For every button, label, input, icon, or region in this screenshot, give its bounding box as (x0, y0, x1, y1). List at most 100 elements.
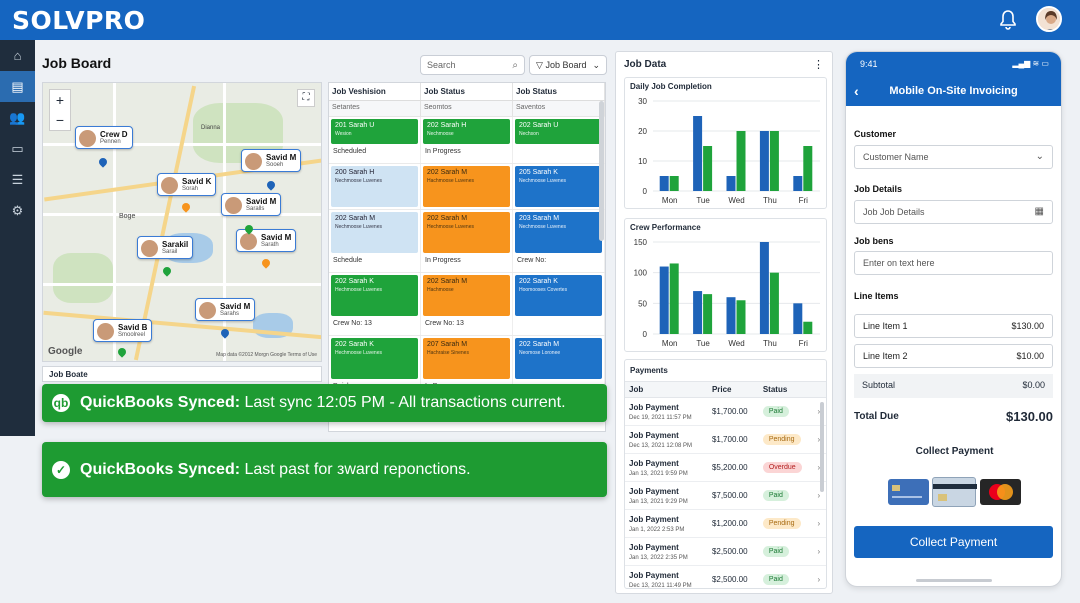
bar[interactable] (793, 176, 803, 191)
bar[interactable] (703, 146, 713, 191)
pin-sub: Sooeh (266, 162, 284, 168)
crew-pin[interactable]: Savid M Sooeh (241, 149, 302, 172)
map-marker-icon[interactable] (260, 257, 272, 269)
calendar-icon[interactable]: ▦ (1034, 206, 1044, 217)
payment-row[interactable]: Job Payment Jan 13, 2021 9:59 PM $5,200.00… (625, 453, 826, 482)
bar[interactable] (803, 321, 813, 334)
bar[interactable] (769, 131, 779, 191)
job-card[interactable]: 202 Sarah U Nechson (515, 119, 602, 144)
crew-pin[interactable]: Savid M Sarahs (195, 298, 256, 321)
crew-pin[interactable]: Savid M Saralls (221, 193, 282, 216)
bar[interactable] (726, 297, 736, 334)
payment-row[interactable]: Job Payment Dec 19, 2021 11:57 PM $1,700.0… (625, 397, 826, 426)
credit-card-icon[interactable] (888, 479, 929, 505)
chevron-right-icon[interactable]: › (813, 565, 826, 588)
zoom-control[interactable]: + − (49, 89, 71, 131)
job-map[interactable]: Boge Dianna + − ⛶ Crew D Pennen Savid M Soo… (42, 82, 322, 362)
job-card[interactable]: 202 Sarah K Hoomooses Covertes (515, 275, 602, 316)
job-card[interactable]: 202 Sarah M Nechmoose Luvenes (331, 212, 418, 253)
crew-pin[interactable]: Crew D Pennen (75, 126, 133, 149)
zoom-out-button[interactable]: − (55, 112, 65, 128)
job-card[interactable]: 207 Sarah M Hachraise Sinenes (423, 338, 510, 379)
invoice-icon[interactable]: ▭ (11, 140, 24, 156)
collect-payment-button[interactable]: Collect Payment (854, 526, 1053, 558)
status-badge: Pending (762, 434, 801, 445)
job-card[interactable]: 202 Sarah K Hechmoose Luvenes (331, 338, 418, 379)
bar[interactable] (659, 176, 669, 191)
chevron-right-icon[interactable]: › (813, 509, 826, 538)
bar[interactable] (793, 303, 803, 334)
col-header[interactable]: Job (625, 381, 708, 398)
job-card[interactable]: 201 Sarah U Wesion (331, 119, 418, 144)
line-item[interactable]: Line Item 2 $10.00 (854, 344, 1053, 368)
job-details-field[interactable]: Job Job Details ▦ (854, 200, 1053, 224)
back-icon[interactable]: ‹ (854, 83, 859, 99)
zoom-in-button[interactable]: + (55, 92, 65, 108)
col-header[interactable]: Price (707, 381, 759, 398)
users-icon[interactable]: 👥 (9, 109, 26, 125)
more-icon[interactable]: ⋮ (813, 59, 824, 71)
bar[interactable] (759, 131, 769, 191)
bar[interactable] (693, 291, 703, 334)
bar[interactable] (669, 176, 679, 191)
crew-pin[interactable]: Savid K Sorah (157, 173, 217, 196)
map-marker-icon[interactable] (116, 346, 128, 358)
job-card[interactable]: 203 Sarah M Nechmoose Luvenes (515, 212, 602, 253)
payments-scrollbar[interactable] (820, 402, 824, 492)
grid-header[interactable]: Job Status (513, 83, 605, 100)
mastercard-icon[interactable] (980, 479, 1021, 505)
home-icon[interactable]: ⌂ (13, 48, 22, 63)
job-card[interactable]: 200 Sarah H Nechmoose Luvenes (331, 166, 418, 207)
fullscreen-icon[interactable]: ⛶ (297, 89, 315, 107)
job-card[interactable]: 202 Sarah M Hachmoose Luvenes (423, 166, 510, 207)
crew-pin[interactable]: Sarakil Sarail (137, 236, 194, 259)
grid-header[interactable]: Job Status (421, 83, 513, 100)
map-marker-icon[interactable] (161, 265, 173, 277)
bar[interactable] (736, 131, 746, 191)
payment-row[interactable]: Job Payment Jan 13, 2022 2:35 PM $2,500.00… (625, 537, 826, 566)
crew-pin[interactable]: Savid B Smoolreel (93, 319, 153, 342)
job-card[interactable]: 202 Sarah M Hachmoose (423, 275, 510, 316)
bar[interactable] (769, 272, 779, 334)
bar[interactable] (726, 176, 736, 191)
payment-row[interactable]: Job Payment Jan 1, 2022 2:53 PM $1,200.00 P… (625, 509, 826, 538)
job-card[interactable]: 202 Sarah H Nechmoose (423, 119, 510, 144)
grid-scrollbar[interactable] (599, 101, 604, 241)
customer-select[interactable]: Customer Name ⌄ (854, 145, 1053, 169)
map-marker-icon[interactable] (97, 156, 109, 168)
map-marker-icon[interactable] (265, 179, 277, 191)
user-avatar[interactable] (1036, 6, 1062, 32)
bar[interactable] (669, 263, 679, 334)
sync-toast[interactable]: ✓ QuickBooks Synced: Last past for зward… (42, 442, 607, 497)
list-icon[interactable]: ☰ (11, 171, 24, 187)
payment-row[interactable]: Job Payment Dec 13, 2021 11:49 PM $2,500.0… (625, 565, 826, 588)
payment-row[interactable]: Job Payment Jan 13, 2021 9:29 PM $7,500.00… (625, 481, 826, 510)
bar[interactable] (759, 242, 769, 334)
payment-row[interactable]: Job Payment Dec 13, 2021 12:08 PM $1,700.0… (625, 425, 826, 454)
side-nav: ⌂ ▤ 👥 ▭ ☰ ⚙ (0, 40, 35, 436)
bell-icon[interactable] (998, 9, 1018, 31)
search-input[interactable]: Search ⌕ (420, 55, 525, 75)
job-items-input[interactable]: Enter on text here (854, 251, 1053, 275)
job-board-icon[interactable]: ▤ (0, 71, 35, 102)
job-card[interactable]: 205 Sarah K Nechmoose Luvenes (515, 166, 602, 207)
bar[interactable] (703, 294, 713, 334)
job-card[interactable]: 202 Sarah M Hechmoose Luvenes (423, 212, 510, 253)
chevron-right-icon[interactable]: › (813, 537, 826, 566)
sync-toast[interactable]: qb QuickBooks Synced: Last sync 12:05 PM… (42, 384, 607, 422)
crew-pin[interactable]: Savid M Sarath (236, 229, 297, 252)
toast-text: Last past for зward reponctions. (240, 460, 471, 478)
col-header[interactable]: Status (758, 381, 826, 398)
job-card[interactable]: 202 Sarah K Hechmoose Luvenes (331, 275, 418, 316)
credit-card-icon[interactable] (932, 477, 977, 507)
map-marker-icon[interactable] (180, 201, 192, 213)
job-card[interactable]: 202 Sarah M Neomose Loronee (515, 338, 602, 379)
view-select[interactable]: ▽ Job Board ⌄ (529, 55, 607, 75)
gear-icon[interactable]: ⚙ (11, 202, 24, 218)
bar[interactable] (693, 116, 703, 191)
line-item[interactable]: Line Item 1 $130.00 (854, 314, 1053, 338)
bar[interactable] (659, 266, 669, 334)
bar[interactable] (736, 300, 746, 334)
bar[interactable] (803, 146, 813, 191)
grid-header[interactable]: Job Veshision (329, 83, 421, 100)
